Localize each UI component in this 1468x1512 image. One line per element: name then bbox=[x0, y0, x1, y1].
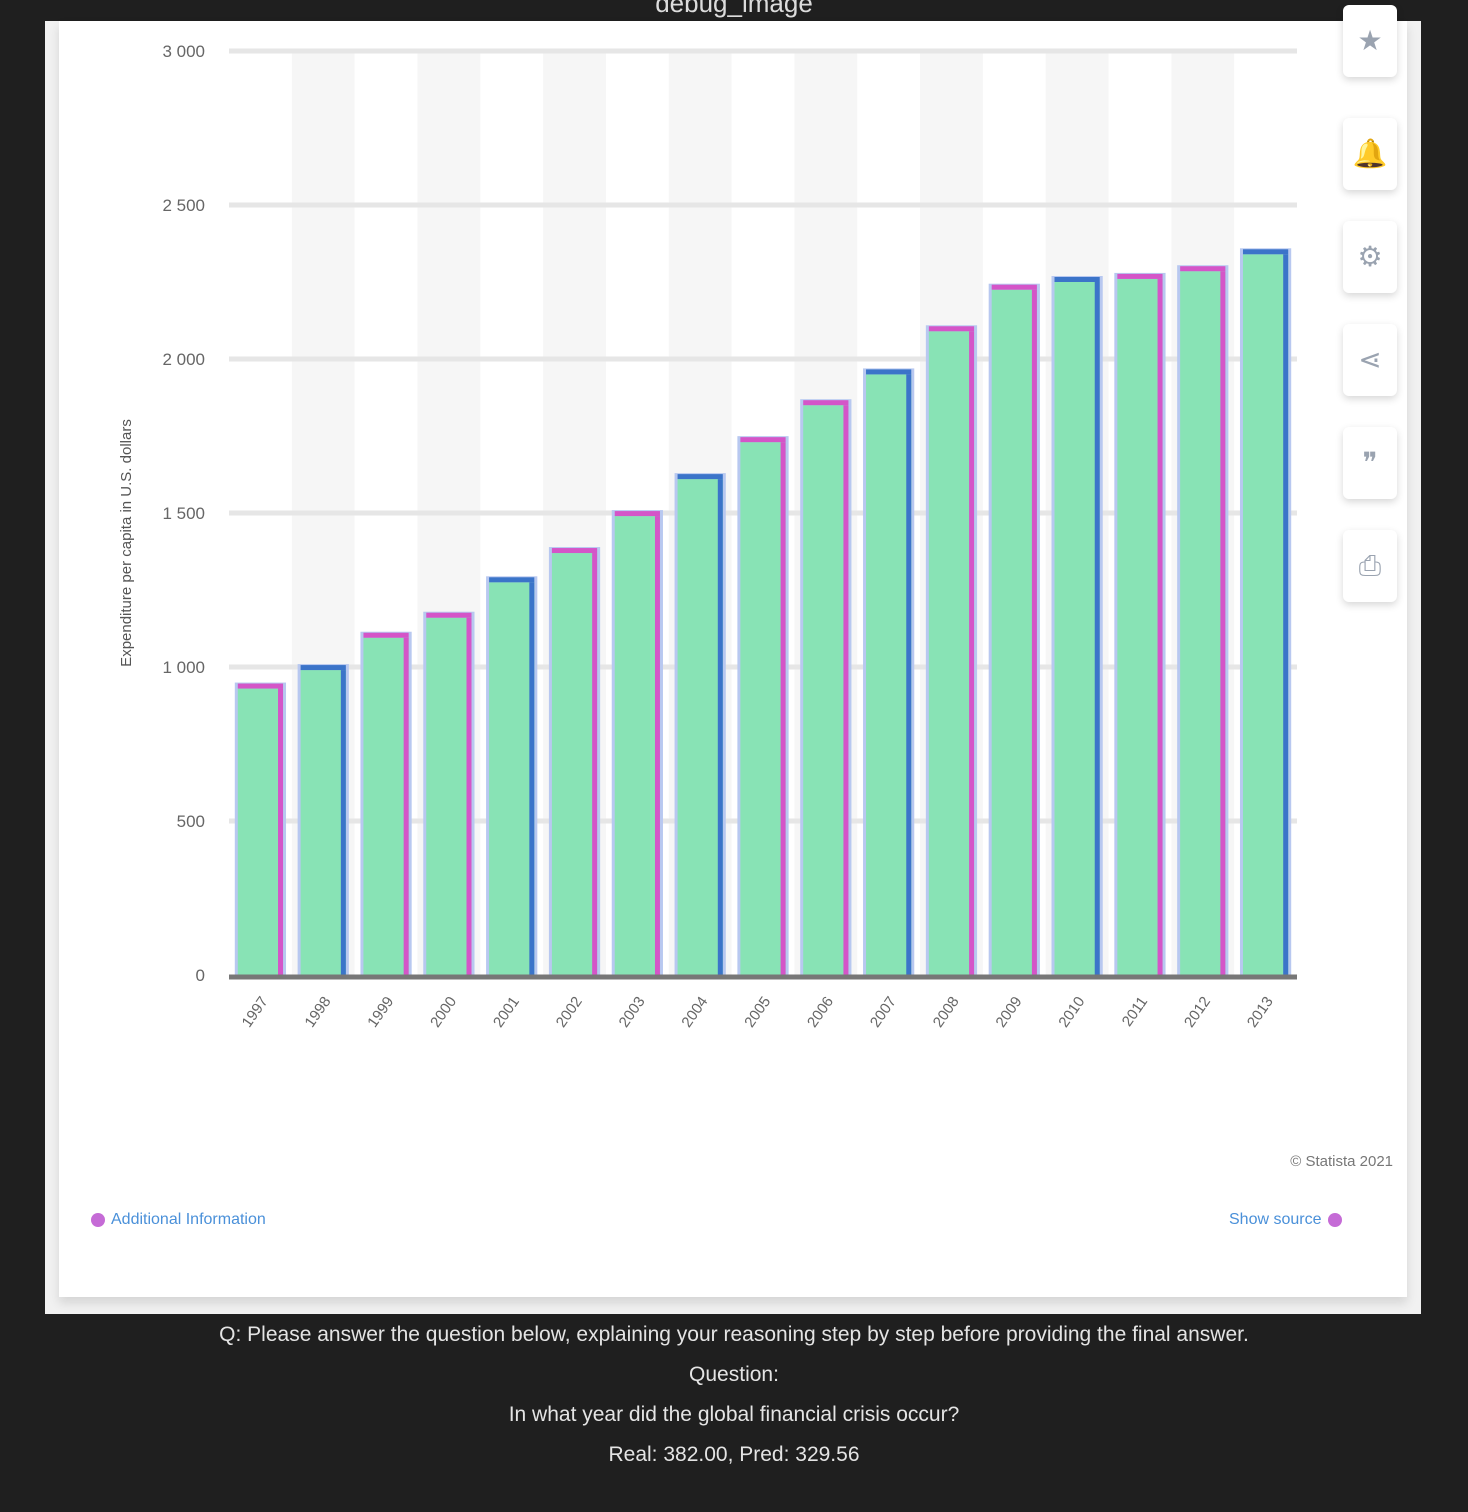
x-tick-label: 2000 bbox=[427, 994, 460, 1031]
bar-cap bbox=[991, 284, 1037, 290]
x-tick-label: 2005 bbox=[741, 994, 774, 1031]
x-tick-label: 2003 bbox=[616, 994, 649, 1031]
bell-icon[interactable]: 🔔 bbox=[1343, 118, 1397, 190]
y-tick-label: 2 000 bbox=[162, 350, 205, 369]
bar-chart: 0 500 1 000 1 500 2 000 2 500 3 000 Expenditure… bbox=[118, 42, 1297, 1031]
window-title: debug_image bbox=[655, 0, 813, 18]
bar bbox=[300, 670, 346, 975]
show-source-link[interactable]: Show source bbox=[1229, 1211, 1342, 1229]
x-tick-label: 1997 bbox=[239, 994, 272, 1031]
bar-cap bbox=[426, 612, 472, 618]
bar-edge bbox=[1094, 282, 1100, 975]
print-icon[interactable]: ⎙ bbox=[1343, 530, 1397, 602]
bar bbox=[551, 553, 598, 975]
bar bbox=[426, 617, 472, 975]
bar-cap bbox=[1242, 249, 1289, 255]
bar-cap bbox=[803, 400, 849, 406]
bar-cap bbox=[551, 548, 598, 554]
x-tick-label: 2013 bbox=[1244, 994, 1277, 1031]
x-tick-label: 2012 bbox=[1181, 994, 1214, 1031]
qa-question: In what year did the global financial cr… bbox=[508, 1403, 960, 1426]
bar-cap bbox=[489, 577, 535, 583]
bar-edge bbox=[1031, 289, 1037, 975]
x-tick-label: 2004 bbox=[678, 994, 711, 1031]
bar bbox=[237, 688, 284, 975]
chart-panel: 0 500 1 000 1 500 2 000 2 500 3 000 Expenditure… bbox=[45, 5, 1421, 1314]
bar-cap bbox=[928, 326, 975, 332]
y-tick-label: 3 000 bbox=[162, 42, 205, 61]
bar-edge bbox=[906, 374, 912, 975]
bar-cap bbox=[1054, 277, 1100, 282]
bar-cap bbox=[1117, 273, 1163, 279]
bar-cap bbox=[677, 474, 723, 480]
bar bbox=[1180, 271, 1226, 976]
x-tick-label: 2001 bbox=[490, 994, 523, 1031]
bar-cap bbox=[300, 665, 346, 671]
bar bbox=[1242, 254, 1289, 975]
x-tick-label: 2008 bbox=[930, 994, 963, 1031]
copyright-label: © Statista 2021 bbox=[1290, 1153, 1393, 1170]
x-tick-label: 2007 bbox=[867, 994, 900, 1031]
star-icon[interactable]: ★ bbox=[1343, 5, 1397, 77]
bar-edge bbox=[1220, 271, 1226, 976]
bar bbox=[489, 582, 535, 975]
y-tick-label: 2 500 bbox=[162, 196, 205, 215]
y-tick-label: 1 500 bbox=[162, 504, 205, 523]
x-tick-label: 2009 bbox=[993, 994, 1026, 1031]
bar-cap bbox=[363, 632, 409, 638]
bar bbox=[991, 289, 1037, 975]
bar bbox=[614, 516, 660, 975]
bar-edge bbox=[278, 688, 284, 975]
bar-cap bbox=[614, 511, 660, 517]
bar-edge bbox=[1283, 254, 1289, 975]
bar bbox=[803, 405, 849, 975]
bar bbox=[363, 637, 409, 975]
bar-edge bbox=[717, 479, 723, 975]
bar-cap bbox=[866, 369, 912, 375]
quote-icon[interactable]: ❞ bbox=[1343, 427, 1397, 499]
bar bbox=[866, 374, 912, 975]
x-tick-label: 2010 bbox=[1055, 994, 1088, 1031]
qa-result: Real: 382.00, Pred: 329.56 bbox=[608, 1443, 860, 1466]
show-source-label: Show source bbox=[1229, 1211, 1322, 1228]
bar bbox=[1117, 278, 1163, 975]
bar bbox=[677, 479, 723, 975]
y-axis-label: Expenditure per capita in U.S. dollars bbox=[118, 419, 135, 667]
gear-icon[interactable]: ⚙ bbox=[1343, 221, 1397, 293]
y-tick-label: 1 000 bbox=[162, 658, 205, 677]
bar-edge bbox=[780, 442, 786, 975]
chart-card: 0 500 1 000 1 500 2 000 2 500 3 000 Expenditure… bbox=[59, 5, 1407, 1297]
bar-edge bbox=[1157, 278, 1163, 975]
bar-edge bbox=[466, 617, 472, 975]
y-tick-label: 500 bbox=[177, 812, 205, 831]
x-tick-label: 1998 bbox=[301, 994, 334, 1031]
bar-cap bbox=[1180, 266, 1226, 272]
share-icon[interactable]: ⋖ bbox=[1343, 324, 1397, 396]
x-tick-label: 2011 bbox=[1119, 994, 1151, 1030]
x-tick-label: 2002 bbox=[553, 994, 586, 1031]
additional-info-link[interactable]: Additional Information bbox=[91, 1211, 266, 1229]
bar-cap bbox=[740, 437, 786, 443]
qa-prompt: Q: Please answer the question below, exp… bbox=[219, 1323, 1249, 1346]
bar-edge bbox=[654, 516, 660, 975]
bar-edge bbox=[592, 553, 598, 975]
bar-edge bbox=[340, 670, 346, 975]
bar-edge bbox=[529, 582, 535, 975]
bar bbox=[740, 442, 786, 975]
bar-edge bbox=[843, 405, 849, 975]
x-tick-label: 2006 bbox=[804, 994, 837, 1031]
chevron-right-icon bbox=[1327, 1213, 1342, 1227]
qa-question-label: Question: bbox=[689, 1363, 779, 1386]
bar-edge bbox=[969, 331, 975, 975]
additional-info-label: Additional Information bbox=[111, 1211, 266, 1228]
x-tick-label: 1999 bbox=[364, 994, 397, 1031]
info-icon bbox=[91, 1213, 105, 1227]
bar-edge bbox=[403, 637, 409, 975]
bar-cap bbox=[237, 683, 284, 689]
y-tick-label: 0 bbox=[196, 966, 205, 985]
bar bbox=[1054, 282, 1100, 975]
bar bbox=[928, 331, 975, 975]
